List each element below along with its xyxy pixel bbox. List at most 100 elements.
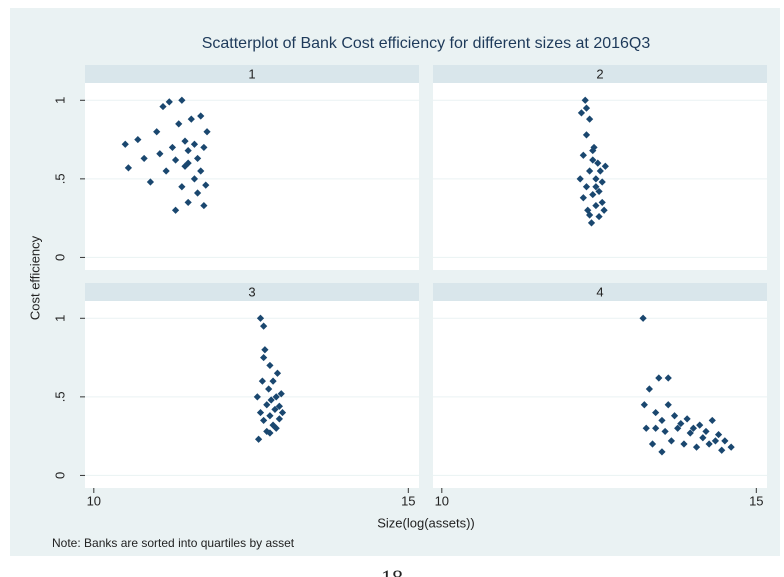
panel-strip <box>433 65 767 83</box>
point <box>193 154 202 163</box>
point <box>200 143 208 152</box>
point <box>260 353 268 362</box>
point <box>140 154 148 163</box>
point <box>260 416 268 425</box>
point <box>162 167 170 175</box>
point <box>727 443 735 451</box>
panel-title: 4 <box>596 284 603 299</box>
point <box>670 412 679 420</box>
x-tick-label: 10 <box>435 493 449 508</box>
panel-title: 2 <box>596 66 603 81</box>
point <box>202 181 210 189</box>
point <box>272 393 280 401</box>
panel-strip <box>433 283 767 301</box>
point <box>579 194 587 202</box>
point <box>652 424 660 432</box>
plot-area <box>85 301 419 488</box>
y-tick-label: 1 <box>52 97 67 104</box>
point <box>683 415 691 423</box>
point <box>260 322 268 330</box>
point <box>184 159 192 167</box>
point <box>261 346 269 354</box>
point <box>184 198 192 207</box>
point <box>267 396 275 404</box>
point <box>581 96 589 104</box>
point <box>664 374 672 382</box>
point <box>153 128 161 136</box>
point <box>595 187 603 196</box>
point <box>592 175 600 183</box>
x-axis-label: Size(log(assets)) <box>377 515 475 530</box>
point <box>589 156 597 164</box>
point <box>595 212 603 221</box>
point <box>263 401 271 409</box>
point <box>661 427 669 436</box>
point <box>582 131 591 139</box>
point <box>705 440 713 448</box>
plot-area <box>433 301 767 488</box>
point <box>708 416 716 425</box>
page-number: 18 <box>381 565 403 577</box>
figure-title: Scatterplot of Bank Cost efficiency for … <box>202 35 651 52</box>
point <box>134 135 142 144</box>
point <box>714 430 723 439</box>
point <box>181 137 189 145</box>
point <box>596 167 604 175</box>
point <box>146 178 155 186</box>
point <box>275 402 283 410</box>
point <box>680 440 688 448</box>
point <box>640 401 648 409</box>
point <box>190 175 199 183</box>
point <box>178 183 186 191</box>
point <box>269 421 277 429</box>
y-tick-label: 0 <box>52 472 67 479</box>
point <box>271 405 279 414</box>
point <box>265 385 273 393</box>
point <box>273 369 282 377</box>
point <box>124 164 133 172</box>
point <box>266 412 274 420</box>
point <box>718 446 726 454</box>
point <box>655 374 663 382</box>
point <box>200 201 208 210</box>
y-tick-label: .5 <box>52 173 67 184</box>
point <box>197 112 205 120</box>
point <box>589 190 597 199</box>
point <box>278 408 287 417</box>
point <box>696 421 704 429</box>
point <box>256 408 265 417</box>
point <box>667 437 675 445</box>
point <box>589 146 597 155</box>
y-axis-label: Cost efficiency <box>27 235 42 320</box>
point <box>689 424 698 432</box>
point <box>156 150 164 158</box>
point <box>255 435 263 443</box>
point <box>193 189 202 197</box>
point <box>721 437 729 445</box>
point <box>277 390 285 398</box>
point <box>639 314 647 322</box>
point <box>642 424 650 432</box>
point <box>275 415 283 423</box>
point <box>190 140 199 148</box>
point <box>586 211 594 219</box>
panel-strip <box>85 65 419 83</box>
point <box>592 201 600 210</box>
point <box>600 206 608 214</box>
point <box>645 385 653 393</box>
point <box>165 98 173 106</box>
point <box>121 140 129 148</box>
point <box>263 427 271 436</box>
point <box>175 120 183 128</box>
point <box>692 443 701 451</box>
x-tick-label: 15 <box>401 493 415 508</box>
point <box>187 115 195 123</box>
point <box>674 424 682 432</box>
y-tick-label: .5 <box>52 391 67 402</box>
note: Note: Banks are sorted into quartiles by… <box>52 536 295 550</box>
point <box>272 424 280 432</box>
point <box>658 416 666 425</box>
point <box>253 393 261 401</box>
x-tick-label: 10 <box>87 493 101 508</box>
